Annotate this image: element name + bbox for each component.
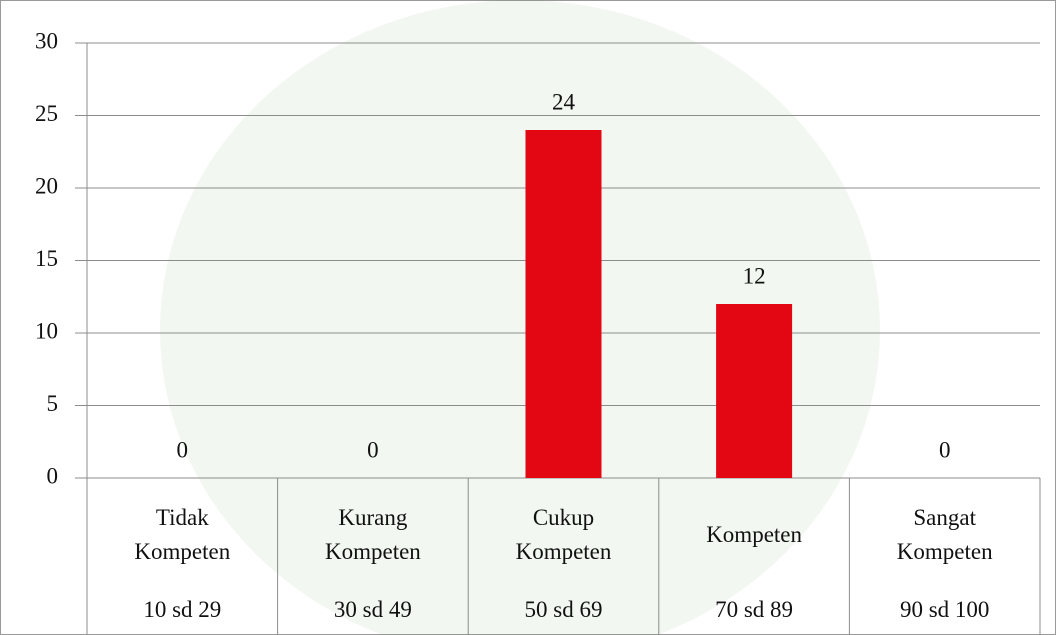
value-label: 0: [939, 437, 951, 462]
category-label: Sangat Kompeten: [896, 505, 993, 564]
value-label: 24: [552, 89, 576, 114]
range-label: 50 sd 69: [524, 597, 603, 622]
category-label: Tidak Kompeten: [134, 505, 231, 564]
bar: [716, 304, 793, 478]
value-label: 0: [177, 437, 189, 462]
value-label: 12: [743, 263, 766, 288]
range-label: 30 sd 49: [333, 597, 412, 622]
category-label: Kompeten: [706, 522, 802, 547]
range-label: 70 sd 89: [715, 597, 794, 622]
value-label: 0: [367, 437, 379, 462]
y-tick-label: 0: [47, 463, 59, 488]
y-tick-label: 30: [35, 28, 58, 53]
watermark: [160, 0, 880, 635]
category-label: Kurang Kompeten: [324, 505, 421, 564]
bar: [525, 130, 602, 478]
category-label: Cukup Kompeten: [515, 505, 612, 564]
y-tick-label: 25: [35, 101, 58, 126]
y-tick-label: 10: [35, 318, 58, 343]
range-label: 10 sd 29: [143, 597, 222, 622]
y-tick-label: 20: [35, 173, 58, 198]
range-label: 90 sd 100: [899, 597, 990, 622]
y-tick-label: 5: [47, 391, 59, 416]
y-tick-label: 15: [35, 246, 58, 271]
